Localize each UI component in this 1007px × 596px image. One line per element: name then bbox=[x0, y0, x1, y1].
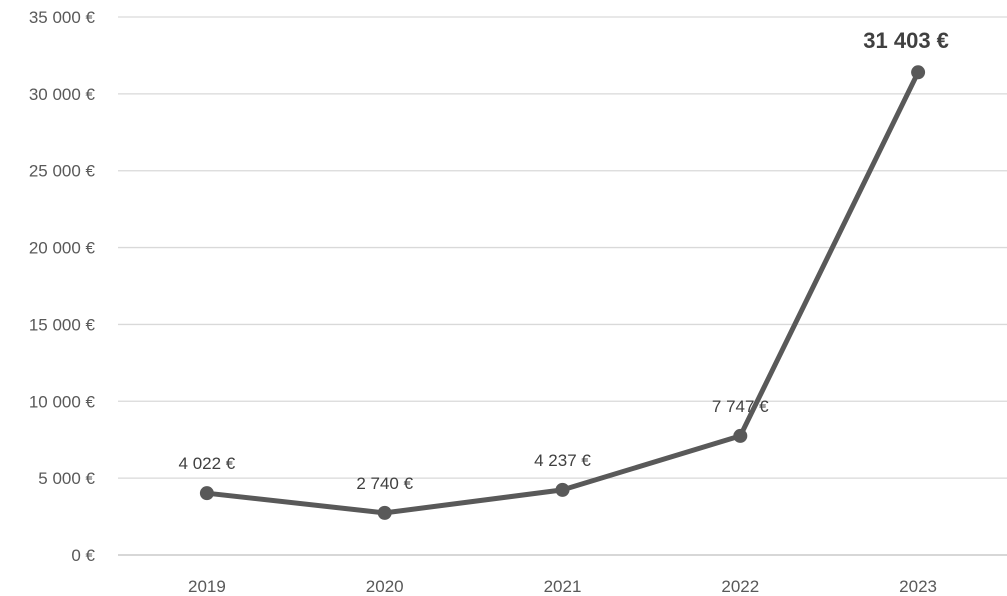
data-point bbox=[733, 428, 748, 443]
data-point bbox=[555, 482, 570, 497]
y-tick-label: 10 000 € bbox=[29, 392, 96, 411]
data-label: 4 022 € bbox=[179, 454, 236, 473]
series-polyline bbox=[204, 69, 921, 516]
data-label: 4 237 € bbox=[534, 451, 591, 470]
data-points bbox=[199, 65, 926, 520]
x-tick-label: 2023 bbox=[899, 577, 937, 596]
data-point bbox=[377, 505, 392, 520]
x-axis-ticks: 2019 2020 2021 2022 2023 bbox=[188, 577, 937, 596]
data-label: 2 740 € bbox=[356, 474, 413, 493]
y-axis-ticks: 0 € 5 000 € 10 000 € 15 000 € 20 000 € 25 000… bbox=[29, 8, 96, 565]
gridlines bbox=[118, 16, 1007, 556]
data-point bbox=[911, 65, 926, 80]
y-tick-label: 0 € bbox=[71, 546, 95, 565]
y-tick-label: 20 000 € bbox=[29, 239, 96, 258]
x-tick-label: 2020 bbox=[366, 577, 404, 596]
x-tick-label: 2019 bbox=[188, 577, 226, 596]
data-label: 7 747 € bbox=[712, 397, 769, 416]
data-point bbox=[199, 486, 214, 501]
series-line bbox=[204, 69, 921, 516]
x-tick-label: 2022 bbox=[721, 577, 759, 596]
y-tick-label: 35 000 € bbox=[29, 8, 96, 27]
y-tick-label: 15 000 € bbox=[29, 315, 96, 334]
data-labels: 4 022 € 2 740 € 4 237 € 7 747 € 31 403 € bbox=[179, 28, 949, 493]
data-label: 31 403 € bbox=[863, 28, 949, 53]
y-tick-label: 30 000 € bbox=[29, 85, 96, 104]
x-tick-label: 2021 bbox=[544, 577, 582, 596]
y-tick-label: 5 000 € bbox=[38, 469, 95, 488]
y-tick-label: 25 000 € bbox=[29, 162, 96, 181]
